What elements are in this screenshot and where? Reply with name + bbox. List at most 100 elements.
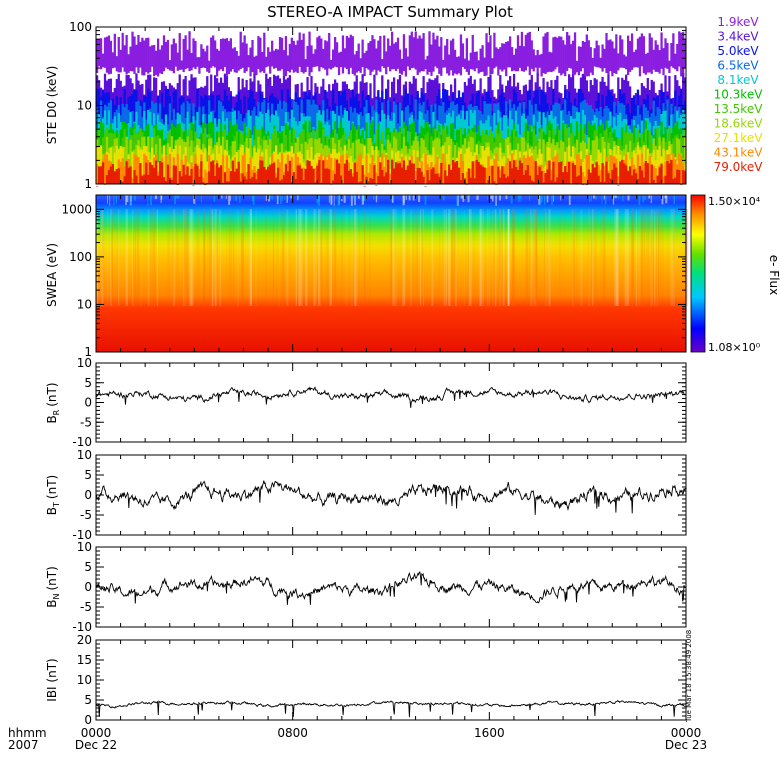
ste-bar <box>448 164 451 184</box>
ste-bar <box>628 41 632 72</box>
ste-bar <box>221 154 225 184</box>
bmag-tick-label: 5 <box>84 693 92 707</box>
ste-bar <box>402 34 406 72</box>
ste-bar <box>489 35 492 75</box>
ste-bar <box>158 161 162 184</box>
ste-bar <box>255 55 258 76</box>
ste-bar <box>373 165 376 184</box>
ste-bar <box>664 175 667 184</box>
ste-bar <box>577 154 581 184</box>
ste-bar <box>510 47 514 72</box>
ste-bar <box>208 155 211 184</box>
ste-bar <box>560 161 563 184</box>
ste-bar <box>365 50 368 69</box>
ste-bar <box>514 48 518 72</box>
ste-channel-1.9keV <box>96 31 687 77</box>
ste-bar <box>210 37 213 68</box>
ste-bar <box>385 172 388 184</box>
ste-bar <box>162 145 166 184</box>
ste-bar <box>446 153 449 184</box>
swea-tick-label: 100 <box>69 250 92 264</box>
ste-bar <box>627 35 630 75</box>
swea-streak <box>532 209 534 306</box>
swea-streak <box>299 209 302 306</box>
ste-bar <box>170 151 173 184</box>
ste-panel: 1 10 100 STE D0 (keV) 1.9keV3.4keV5.0keV6.… <box>45 15 763 191</box>
ste-bar <box>507 176 510 184</box>
ste-bar <box>385 51 388 75</box>
ste-bar <box>530 40 533 69</box>
swea-top-streak <box>330 195 333 205</box>
swea-streak <box>654 209 656 306</box>
swea-streak <box>508 209 510 306</box>
ste-bar <box>223 149 227 184</box>
bmag-tick-label: 10 <box>77 673 92 687</box>
ste-bar <box>280 179 284 184</box>
x-tick-label: 0000 <box>81 726 112 740</box>
colorbar-max-label: 1.50×10⁴ <box>708 195 761 208</box>
ste-bar <box>552 161 555 184</box>
ste-bar <box>430 44 433 76</box>
swea-top-streak <box>297 195 299 201</box>
ste-bar <box>416 38 419 75</box>
ste-bar <box>656 175 659 184</box>
ste-bar <box>282 50 286 75</box>
ste-bar <box>347 37 350 75</box>
ste-bar <box>434 39 437 67</box>
ste-bar <box>457 151 461 184</box>
swea-top-streak <box>276 195 279 205</box>
ste-bar <box>623 54 626 68</box>
ste-bar <box>471 161 474 184</box>
swea-top-streak <box>125 195 127 205</box>
ste-bar <box>182 38 185 73</box>
ste-bar <box>345 159 349 184</box>
ste-bar <box>103 154 107 184</box>
ste-bar <box>162 35 166 72</box>
ste-bar <box>341 154 345 184</box>
ste-bar <box>101 162 105 184</box>
ste-bar <box>113 33 116 68</box>
swea-streak <box>443 209 445 306</box>
swea-streak <box>615 209 619 306</box>
ste-bar <box>418 168 421 184</box>
ste-legend-6.5keV: 6.5keV <box>717 59 759 73</box>
swea-streak <box>184 209 186 306</box>
ste-bar <box>605 161 608 184</box>
ste-bar <box>107 169 111 184</box>
ste-bar <box>583 158 586 184</box>
ste-bar <box>310 45 313 73</box>
ste-bar <box>328 32 331 69</box>
ste-bar <box>603 165 606 184</box>
ste-bar <box>214 40 217 68</box>
ste-bar <box>670 159 673 184</box>
ste-bar <box>302 167 305 184</box>
swea-top-streak <box>476 195 479 200</box>
ste-bar <box>546 169 549 184</box>
bmag-tick-label: 15 <box>77 653 92 667</box>
swea-top-streak <box>601 195 603 205</box>
ste-bar <box>634 49 638 68</box>
swea-streak <box>640 209 644 306</box>
ste-bar <box>581 40 585 69</box>
swea-streak <box>226 209 228 306</box>
ste-bar <box>575 176 579 184</box>
swea-streak <box>228 209 230 306</box>
swea-tick-label: 1000 <box>61 202 92 216</box>
ste-bar <box>630 33 634 70</box>
swea-top-streak <box>424 195 427 205</box>
ste-bar <box>505 41 508 77</box>
ste-bar <box>599 57 602 69</box>
ste-bar <box>233 47 236 73</box>
ste-bar <box>160 162 164 184</box>
ste-bar <box>436 35 439 69</box>
ste-bar <box>176 184 179 185</box>
swea-top-streak <box>418 195 421 203</box>
ste-bar <box>540 53 543 77</box>
bmag-series-line <box>95 699 686 718</box>
ste-bar <box>137 157 140 184</box>
ste-bar <box>237 161 240 184</box>
ste-bar <box>204 184 207 186</box>
ste-bar <box>575 153 579 184</box>
swea-top-streak <box>109 195 111 206</box>
ste-bar <box>259 37 262 73</box>
